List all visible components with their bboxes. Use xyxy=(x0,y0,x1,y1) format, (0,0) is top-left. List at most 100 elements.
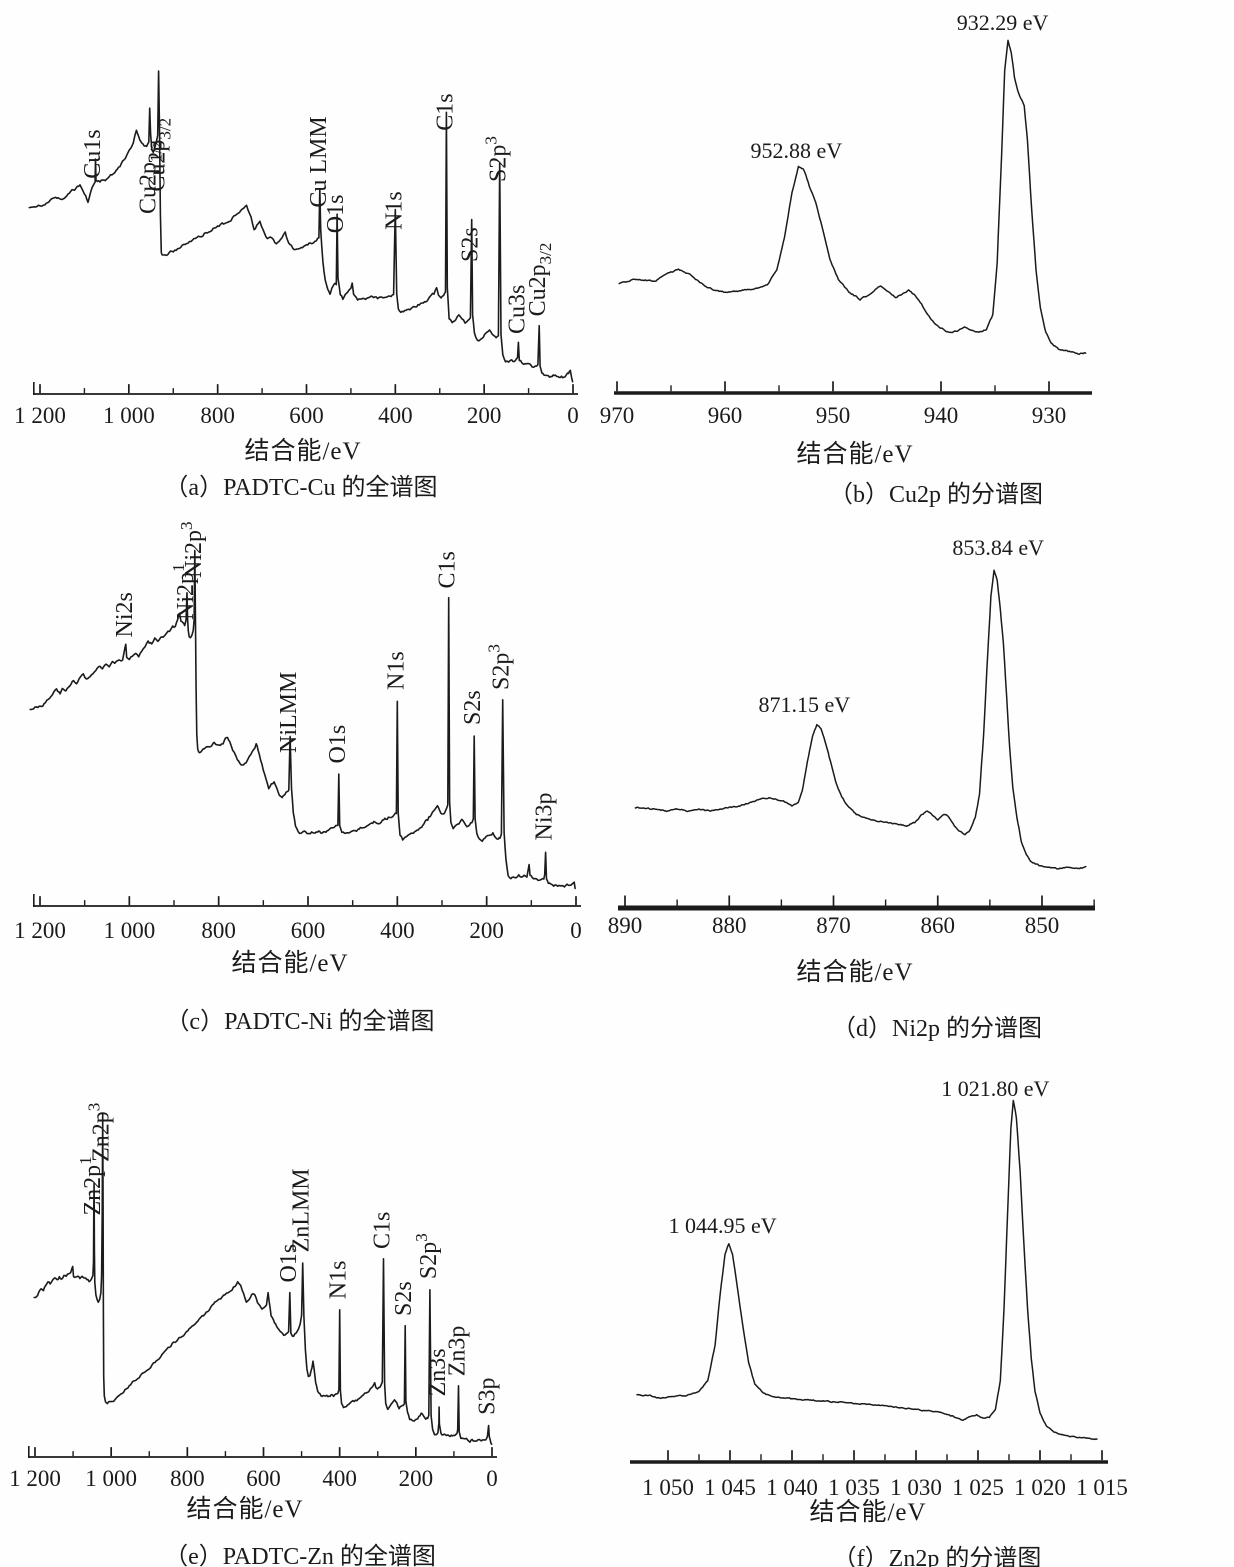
x-axis-tick-label: 600 xyxy=(291,918,326,943)
peak-energy-annotation: 1 044.95 eV xyxy=(668,1213,776,1238)
x-axis-tick-label: 600 xyxy=(246,1466,281,1491)
x-axis-tick-label: 800 xyxy=(200,403,235,428)
peak-label: S2s xyxy=(460,690,486,725)
x-axis-tick-label: 0 xyxy=(570,918,582,943)
x-axis-tick-label: 1 000 xyxy=(103,918,155,943)
spectrum-curve xyxy=(29,549,576,890)
x-axis-tick-label: 800 xyxy=(201,918,236,943)
x-axis-tick-label: 200 xyxy=(399,1466,434,1491)
x-axis-tick-label: 1 050 xyxy=(642,1475,694,1500)
spectrum-curve xyxy=(634,569,1087,870)
x-axis-tick-label: 1 000 xyxy=(103,403,155,428)
peak-label: S2s xyxy=(458,227,484,262)
peak-label: O1s xyxy=(323,195,349,234)
peak-label: Ni2s xyxy=(112,592,138,637)
x-axis-tick-label: 1 020 xyxy=(1014,1475,1066,1500)
peak-label: C1s xyxy=(369,1212,395,1249)
x-axis-title: 结合能/eV xyxy=(809,1499,927,1526)
x-axis-tick-label: 850 xyxy=(1025,913,1060,938)
peak-label: NiLMM xyxy=(276,672,302,753)
x-axis-tick-label: 0 xyxy=(567,403,579,428)
x-axis-title: 结合能/eV xyxy=(231,950,349,977)
peak-label: Ni3p xyxy=(532,793,558,841)
spectrum-curve xyxy=(33,1113,493,1445)
x-axis-tick-label: 800 xyxy=(170,1466,205,1491)
peak-label: O1s xyxy=(276,1244,302,1283)
peak-label: Ni2p3 xyxy=(177,522,207,579)
x-axis-tick-label: 400 xyxy=(378,403,413,428)
panel-caption: （d）Ni2p 的分谱图 xyxy=(832,1016,1042,1042)
x-axis-tick-label: 880 xyxy=(712,913,747,938)
x-axis-tick-label: 1 045 xyxy=(704,1475,756,1500)
peak-energy-annotation: 932.29 eV xyxy=(957,10,1049,35)
peak-energy-annotation: 952.88 eV xyxy=(750,138,842,163)
narrow-scan-chart-ni2p: 890 880 870 860 850 871.15 eV 853.84 eV xyxy=(608,535,1095,938)
x-axis-tick-label: 600 xyxy=(289,403,324,428)
x-axis-tick-label: 1 035 xyxy=(828,1475,880,1500)
x-axis-title: 结合能/eV xyxy=(796,441,914,468)
peak-label: Cu2p3/2 xyxy=(145,118,175,192)
x-axis-tick-label: 970 xyxy=(600,403,634,428)
panel-caption: （c）PADTC-Ni 的全谱图 xyxy=(165,1009,435,1035)
x-axis-tick-label: 0 xyxy=(486,1466,498,1491)
peak-label: C1s xyxy=(432,93,458,130)
x-axis-tick-label: 890 xyxy=(608,913,643,938)
x-axis-tick-label: 1 030 xyxy=(890,1475,942,1500)
peak-energy-annotation: 1 021.80 eV xyxy=(941,1076,1049,1101)
peak-label: N1s xyxy=(383,651,409,690)
x-axis-title: 结合能/eV xyxy=(244,438,362,465)
x-axis-tick-label: 1 000 xyxy=(85,1466,137,1491)
x-axis-tick-label: 940 xyxy=(924,403,959,428)
x-axis-tick-label: 1 200 xyxy=(14,918,66,943)
peak-label: N1s xyxy=(381,191,407,230)
x-axis-tick-label: 860 xyxy=(921,913,956,938)
peak-label: Cu1s xyxy=(80,129,106,178)
x-axis-tick-label: 400 xyxy=(380,918,415,943)
narrow-scan-chart-cu2p: 970 960 950 940 930 952.88 eV 932.29 eV xyxy=(600,10,1092,428)
x-axis-tick-label: 1 200 xyxy=(9,1466,61,1491)
peak-label: ZnLMM xyxy=(289,1168,315,1252)
peak-energy-annotation: 853.84 eV xyxy=(952,535,1044,560)
x-axis-tick-label: 1 040 xyxy=(766,1475,818,1500)
x-axis-tick-label: 400 xyxy=(322,1466,357,1491)
peak-label: C1s xyxy=(435,551,461,588)
panel-c-padtc-ni-survey: 1 200 1 000 800 600 400 200 0 Ni2s Ni2p1 Ni2p3 NiL… xyxy=(0,500,605,1040)
x-axis-title: 结合能/eV xyxy=(796,959,914,986)
spectrum-curve xyxy=(28,70,574,383)
peak-label: Cu2p3/2 xyxy=(525,243,555,317)
narrow-scan-chart-zn2p: 1 050 1 045 1 040 1 035 1 030 1 025 1 020 1 015… xyxy=(630,1076,1128,1500)
x-axis-tick-label: 930 xyxy=(1032,403,1067,428)
peak-label: O1s xyxy=(325,725,351,764)
x-axis-tick-label: 1 200 xyxy=(14,403,66,428)
x-axis-title: 结合能/eV xyxy=(186,1496,304,1523)
peak-label: N1s xyxy=(326,1261,352,1300)
spectrum-curve xyxy=(618,39,1087,356)
peak-label: Cu LMM xyxy=(306,116,332,207)
panel-caption: （a）PADTC-Cu 的全谱图 xyxy=(164,475,438,501)
peak-label: Cu3s xyxy=(504,285,530,334)
peak-label: Zn3p xyxy=(444,1326,470,1377)
x-axis-tick-label: 950 xyxy=(816,403,851,428)
x-axis-tick-label: 1 015 xyxy=(1076,1475,1128,1500)
panel-caption: （f）Zn2p 的分谱图 xyxy=(832,1546,1042,1567)
panel-b-cu2p-narrow-scan: 970 960 950 940 930 952.88 eV 932.29 eV 结合能/eV… xyxy=(600,0,1234,508)
x-axis-tick-label: 960 xyxy=(708,403,743,428)
x-axis-tick-label: 200 xyxy=(467,403,502,428)
peak-label: S2p3 xyxy=(485,644,515,690)
peak-label: S3p xyxy=(475,1377,501,1414)
x-axis-tick-label: 200 xyxy=(469,918,504,943)
peak-label: S2p3 xyxy=(482,136,512,182)
panel-f-zn2p-narrow-scan: 1 050 1 045 1 040 1 035 1 030 1 025 1 020 1 015… xyxy=(605,1040,1234,1567)
peak-label: Zn2p3 xyxy=(85,1103,115,1162)
x-axis-tick-label: 1 025 xyxy=(952,1475,1004,1500)
spectrum-curve xyxy=(636,1099,1098,1441)
panel-caption: （e）PADTC-Zn 的全谱图 xyxy=(164,1544,436,1567)
panel-e-padtc-zn-survey: 1 200 1 000 800 600 400 200 0 Zn2p1 Zn2p3 O1s ZnLM… xyxy=(0,1040,605,1567)
peak-label: Ni2p1 xyxy=(169,564,199,621)
survey-spectrum-chart-cu: 1 200 1 000 800 600 400 200 0Cu1sCu2p1/2Cu2p3/… xyxy=(14,70,579,428)
peak-label: Zn2p1 xyxy=(76,1156,106,1215)
peak-label: S2p3 xyxy=(412,1233,442,1279)
x-axis-tick-label: 870 xyxy=(816,913,851,938)
